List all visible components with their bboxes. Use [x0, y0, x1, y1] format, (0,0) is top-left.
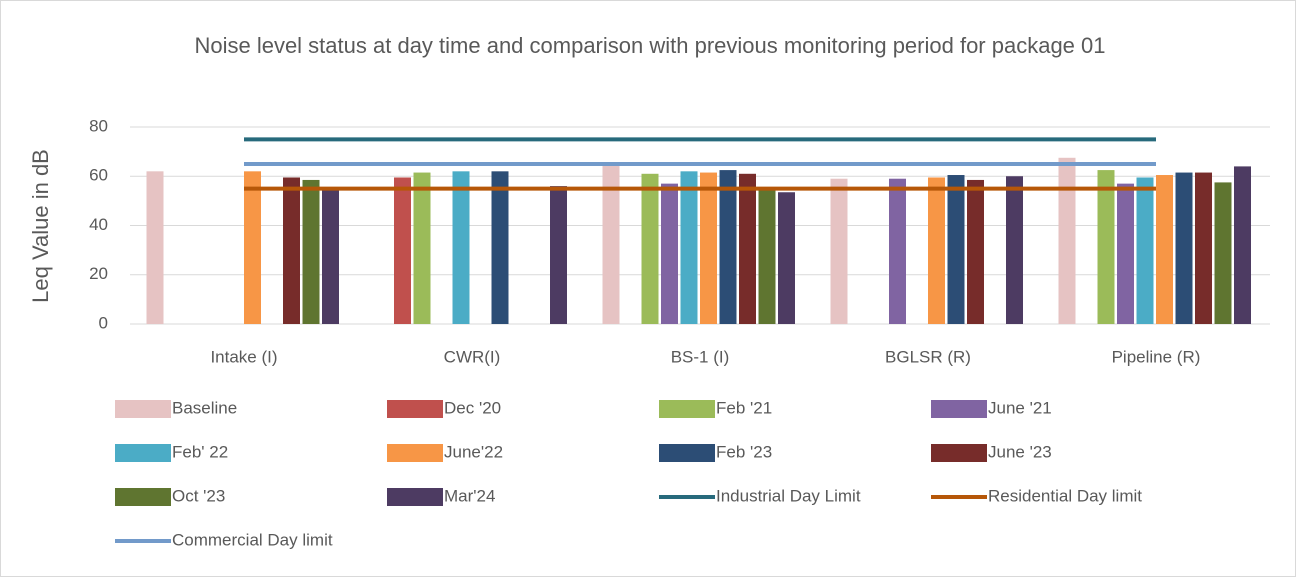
legend-label: Feb '21 — [716, 398, 772, 417]
legend-label: Feb '23 — [716, 442, 772, 461]
bar — [1058, 157, 1076, 324]
bar — [719, 170, 737, 324]
bar — [413, 172, 431, 324]
bar — [1006, 176, 1023, 324]
legend-swatch — [115, 444, 171, 462]
bar — [680, 171, 698, 324]
bar — [550, 186, 567, 324]
bar — [1156, 175, 1173, 324]
bar — [283, 177, 300, 324]
bar — [928, 177, 945, 324]
legend-label: Dec '20 — [444, 398, 501, 417]
legend-swatch — [387, 444, 443, 462]
x-tick-label: Pipeline (R) — [1112, 347, 1201, 366]
legend-label: Commercial Day limit — [172, 530, 333, 549]
bar — [1097, 170, 1115, 324]
bar — [641, 173, 659, 324]
bar — [758, 188, 776, 324]
x-tick-label: Intake (I) — [210, 347, 277, 366]
legend-label: Industrial Day Limit — [716, 486, 861, 505]
y-tick-label: 60 — [89, 166, 108, 185]
legend-label: Baseline — [172, 398, 237, 417]
y-tick-label: 80 — [89, 116, 108, 135]
legend-swatch — [931, 444, 987, 462]
legend-label: Residential Day limit — [988, 486, 1142, 505]
bar — [889, 178, 906, 324]
legend-label: Oct '23 — [172, 486, 225, 505]
chart-title: Noise level status at day time and compa… — [194, 33, 1106, 58]
bar — [602, 163, 620, 324]
legend-swatch — [387, 488, 443, 506]
bar — [244, 171, 261, 324]
bar — [1117, 183, 1134, 324]
legend-label: June'22 — [444, 442, 503, 461]
bar — [947, 175, 965, 324]
y-tick-label: 40 — [89, 215, 108, 234]
legend-swatch — [659, 400, 715, 418]
y-tick-label: 0 — [99, 313, 108, 332]
bar — [302, 179, 320, 324]
legend-label: Feb' 22 — [172, 442, 228, 461]
legend-label: Mar'24 — [444, 486, 495, 505]
legend-label: June '23 — [988, 442, 1052, 461]
bar — [322, 188, 339, 324]
legend-swatch — [115, 488, 171, 506]
legend-swatch — [931, 400, 987, 418]
bar — [700, 172, 717, 324]
bar — [1195, 172, 1212, 324]
y-tick-label: 20 — [89, 264, 108, 283]
bar — [146, 171, 164, 324]
bar — [1214, 182, 1232, 324]
legend-swatch — [115, 400, 171, 418]
bar — [739, 173, 756, 324]
bar — [830, 178, 848, 324]
bar — [1136, 177, 1154, 324]
bar — [394, 177, 411, 324]
bar — [1234, 166, 1251, 324]
x-tick-label: CWR(I) — [444, 347, 501, 366]
legend-swatch — [387, 400, 443, 418]
bar — [661, 183, 678, 324]
bar — [452, 171, 470, 324]
legend-label: June '21 — [988, 398, 1052, 417]
bar — [967, 179, 984, 324]
x-tick-label: BGLSR (R) — [885, 347, 971, 366]
bar — [1175, 172, 1193, 324]
bar — [778, 192, 795, 324]
bar — [491, 171, 509, 324]
y-axis-label: Leq Value in dB — [28, 149, 53, 303]
x-tick-label: BS-1 (I) — [671, 347, 730, 366]
legend-swatch — [659, 444, 715, 462]
